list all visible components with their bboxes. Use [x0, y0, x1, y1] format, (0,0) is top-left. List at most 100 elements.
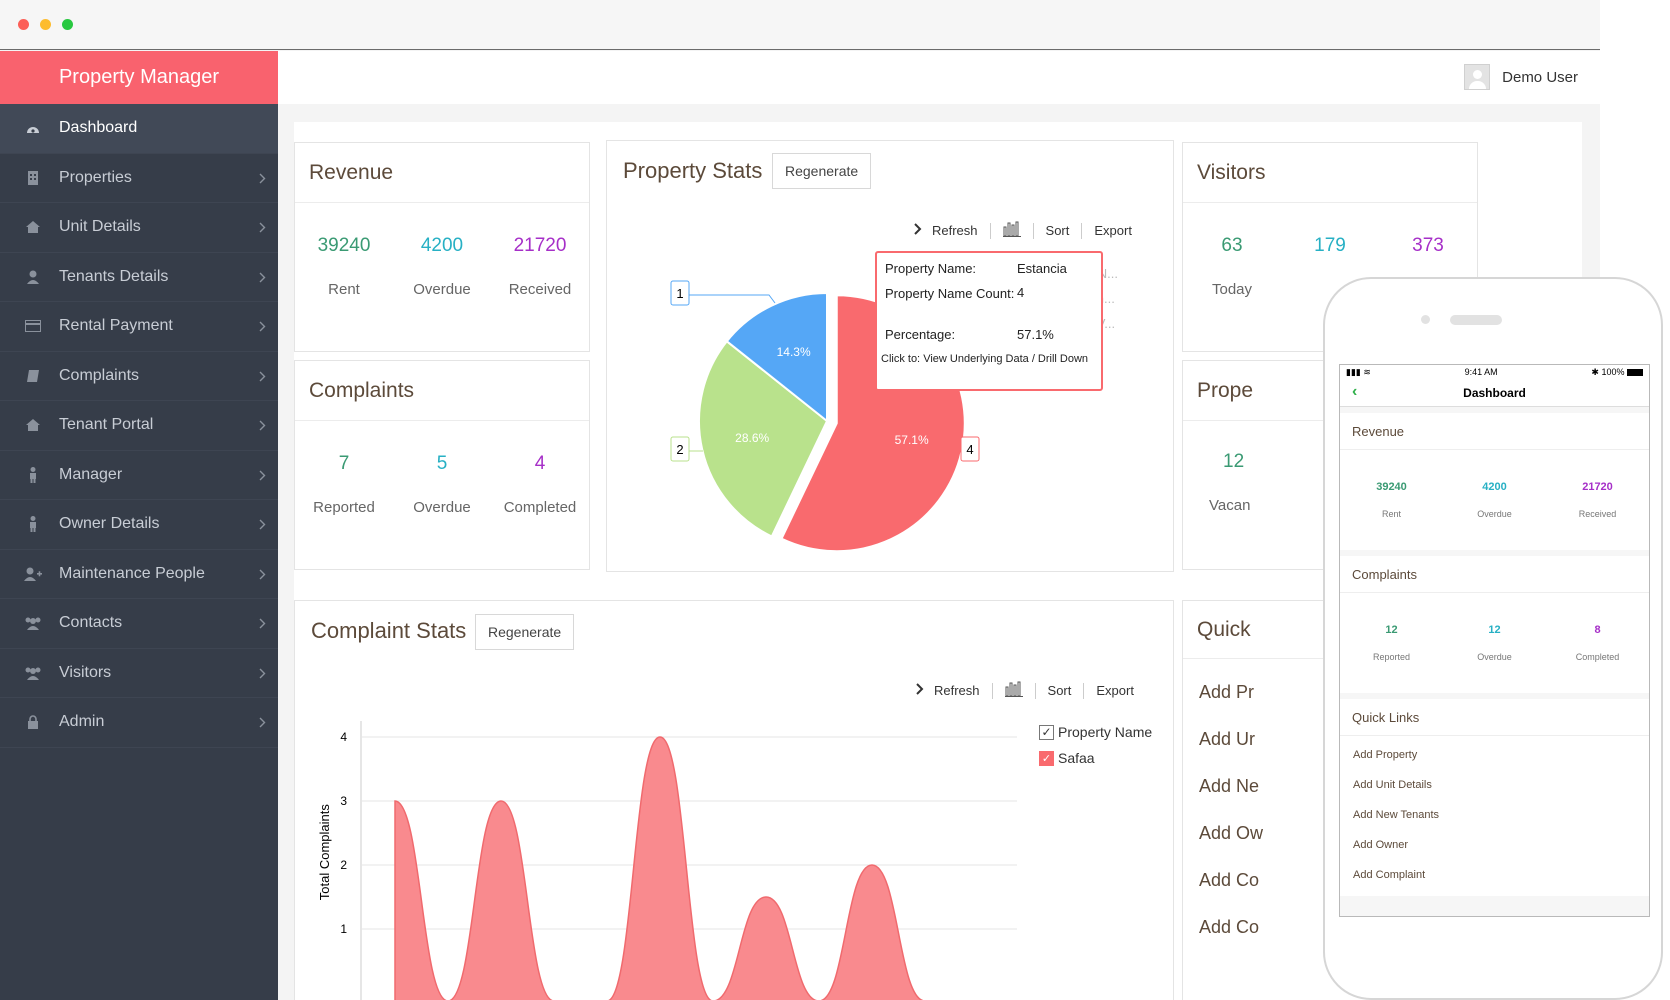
phone-revenue-overdue[interactable]: 4200 Overdue — [1477, 481, 1512, 519]
complaint-stats-export-button[interactable]: Export — [1096, 683, 1134, 698]
complaint-stats-regenerate-button[interactable]: Regenerate — [475, 614, 575, 650]
quick-link[interactable]: Add Pr — [1199, 682, 1255, 702]
area-legend: ✓ Property Name ✓ Safaa — [1039, 719, 1152, 771]
chevron-right-icon — [916, 683, 924, 698]
property-stats-regenerate-button[interactable]: Regenerate — [772, 153, 872, 189]
close-window-button[interactable] — [18, 19, 29, 30]
complaints-stat-completed[interactable]: 4 Completed — [503, 453, 577, 516]
sidebar-item-tenant-portal[interactable]: Tenant Portal — [0, 401, 278, 451]
phone-quick-link[interactable]: Add Owner — [1353, 839, 1409, 851]
pie-slice-2[interactable] — [698, 339, 829, 538]
revenue-stats: 39240 Rent 4200 Overdue 21720 Received — [295, 203, 589, 298]
complaint-stats-refresh-button[interactable]: Refresh — [934, 683, 980, 698]
phone-complaints-card: Complaints 12 Reported 12 Overdue 8 Complet… — [1340, 556, 1649, 693]
quick-links-list: Add Pr Add Ur Add Ne Add Ow Add Co Add Co — [1183, 659, 1477, 951]
sidebar-item-unit-details[interactable]: Unit Details — [0, 203, 278, 253]
user-name: Demo User — [1502, 68, 1578, 86]
sidebar-item-label: Dashboard — [59, 119, 138, 137]
back-icon[interactable]: ‹ — [1352, 383, 1358, 400]
users-icon — [24, 666, 42, 680]
sidebar-item-rental-payment[interactable]: Rental Payment — [0, 302, 278, 352]
sidebar-item-contacts[interactable]: Contacts — [0, 599, 278, 649]
avatar — [1464, 64, 1491, 90]
revenue-title: Revenue — [309, 160, 394, 184]
sidebar-item-manager[interactable]: Manager — [0, 451, 278, 500]
quick-link[interactable]: Add Ur — [1199, 729, 1256, 749]
pie-callout-label: 2 — [676, 442, 683, 457]
user-menu[interactable]: Demo User — [1464, 64, 1578, 90]
minimize-window-button[interactable] — [40, 19, 51, 30]
revenue-stat-received[interactable]: 21720 Received — [508, 235, 572, 298]
property-stats-sort-button[interactable]: Sort — [1045, 223, 1070, 238]
phone-quick-link[interactable]: Add Unit Details — [1353, 779, 1432, 791]
chevron-right-icon — [259, 616, 266, 634]
phone-revenue-received[interactable]: 21720 Received — [1578, 481, 1617, 519]
phone-quick-links-card: Quick Links Add Property Add Unit Details… — [1340, 699, 1649, 896]
bar-chart-icon[interactable] — [1002, 221, 1021, 240]
phone-revenue-title: Revenue — [1340, 413, 1649, 450]
area-series-safaa[interactable] — [394, 736, 945, 1000]
visitors-stat-today[interactable]: 63 Today — [1211, 235, 1253, 298]
complaint-stats-sort-button[interactable]: Sort — [1047, 683, 1072, 698]
phone-battery: 100% — [1601, 366, 1625, 377]
sidebar-item-label: Properties — [59, 168, 132, 186]
phone-complaints-completed[interactable]: 8 Completed — [1575, 624, 1620, 662]
phone-revenue-rent[interactable]: 39240 Rent — [1376, 481, 1407, 519]
maximize-window-button[interactable] — [62, 19, 73, 30]
sidebar-item-label: Tenants Details — [59, 267, 169, 285]
complaints-stats: 7 Reported 5 Overdue 4 Completed — [295, 421, 589, 516]
brand-title[interactable]: Property Manager — [0, 51, 278, 104]
property-stats-export-button[interactable]: Export — [1094, 223, 1132, 238]
quick-link[interactable]: Add Co — [1199, 870, 1260, 890]
sidebar-item-label: Rental Payment — [59, 317, 173, 335]
book-icon — [24, 369, 42, 383]
bar-chart-icon[interactable] — [1004, 681, 1023, 700]
area-legend-property-name[interactable]: ✓ Property Name — [1039, 719, 1152, 745]
chevron-right-icon — [259, 319, 266, 337]
chevron-right-icon — [259, 220, 266, 238]
sidebar-item-owner-details[interactable]: Owner Details — [0, 500, 278, 550]
sidebar-item-complaints[interactable]: Complaints — [0, 352, 278, 401]
revenue-stat-rent[interactable]: 39240 Rent — [317, 235, 371, 298]
properties-stat-vacant[interactable]: 12 Vacan — [1209, 451, 1251, 514]
sidebar-item-label: Visitors — [59, 663, 112, 681]
pie-data-label: 14.3% — [777, 345, 811, 359]
tooltip-name-label: Property Name: — [885, 261, 977, 276]
quick-link[interactable]: Add Ne — [1199, 776, 1260, 796]
y-axis-title: Total Complaints — [317, 804, 332, 901]
y-tick-label: 1 — [340, 922, 347, 936]
complaints-stat-overdue[interactable]: 5 Overdue — [413, 453, 471, 516]
property-stats-toolbar: Refresh Sort Export — [914, 221, 1132, 240]
sidebar-item-visitors[interactable]: Visitors — [0, 649, 278, 698]
chevron-right-icon — [259, 517, 266, 535]
sidebar-item-tenants-details[interactable]: Tenants Details — [0, 253, 278, 302]
sidebar-item-admin[interactable]: Admin — [0, 698, 278, 748]
revenue-stat-overdue[interactable]: 4200 Overdue — [413, 235, 471, 298]
quick-link[interactable]: Add Ow — [1199, 823, 1264, 843]
phone-quick-link[interactable]: Add Complaint — [1353, 869, 1426, 881]
phone-quick-links-title: Quick Links — [1340, 699, 1649, 736]
phone-quick-link[interactable]: Add Property — [1353, 749, 1418, 761]
phone-quick-link[interactable]: Add New Tenants — [1353, 809, 1440, 821]
phone-complaints-reported[interactable]: 12 Reported — [1372, 624, 1411, 662]
chevron-right-icon — [259, 171, 266, 189]
pie-slice-1[interactable] — [725, 291, 828, 424]
pie-callout-label: 1 — [676, 286, 683, 301]
tooltip-drilldown-link[interactable]: View Underlying Data / Drill Down — [923, 353, 1089, 365]
building-icon — [24, 170, 42, 185]
visitors-stat-3[interactable]: 373 — [1412, 235, 1444, 256]
checkbox-checked-icon[interactable]: ✓ — [1039, 750, 1054, 766]
checkbox-icon[interactable]: ✓ — [1039, 724, 1054, 740]
pie-callout-label: 4 — [966, 442, 973, 457]
quick-link[interactable]: Add Co — [1199, 917, 1260, 937]
complaints-stat-reported[interactable]: 7 Reported — [313, 453, 375, 516]
property-stats-refresh-button[interactable]: Refresh — [932, 223, 978, 238]
area-legend-safaa[interactable]: ✓ Safaa — [1039, 745, 1152, 771]
sidebar: Property Manager Dashboard Properties Unit… — [0, 51, 278, 1000]
phone-complaints-overdue[interactable]: 12 Overdue — [1477, 624, 1512, 662]
sidebar-item-maintenance-people[interactable]: Maintenance People — [0, 550, 278, 599]
revenue-card: Revenue 39240 Rent 4200 Overdue 21720 Recei… — [294, 142, 590, 352]
sidebar-item-properties[interactable]: Properties — [0, 154, 278, 203]
visitors-stat-2[interactable]: 179 — [1314, 235, 1346, 256]
sidebar-item-dashboard[interactable]: Dashboard — [0, 104, 278, 154]
